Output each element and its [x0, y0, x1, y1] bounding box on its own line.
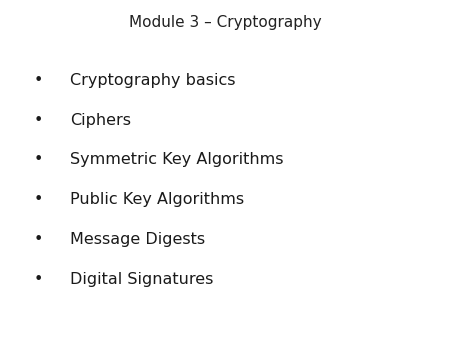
Text: •: • — [34, 272, 43, 287]
Text: Symmetric Key Algorithms: Symmetric Key Algorithms — [70, 152, 283, 167]
Text: •: • — [34, 232, 43, 247]
Text: •: • — [34, 192, 43, 207]
Text: Message Digests: Message Digests — [70, 232, 205, 247]
Text: Digital Signatures: Digital Signatures — [70, 272, 213, 287]
Text: Public Key Algorithms: Public Key Algorithms — [70, 192, 244, 207]
Text: •: • — [34, 113, 43, 127]
Text: •: • — [34, 152, 43, 167]
Text: •: • — [34, 73, 43, 88]
Text: Module 3 – Cryptography: Module 3 – Cryptography — [129, 15, 321, 30]
Text: Cryptography basics: Cryptography basics — [70, 73, 235, 88]
Text: Ciphers: Ciphers — [70, 113, 131, 127]
